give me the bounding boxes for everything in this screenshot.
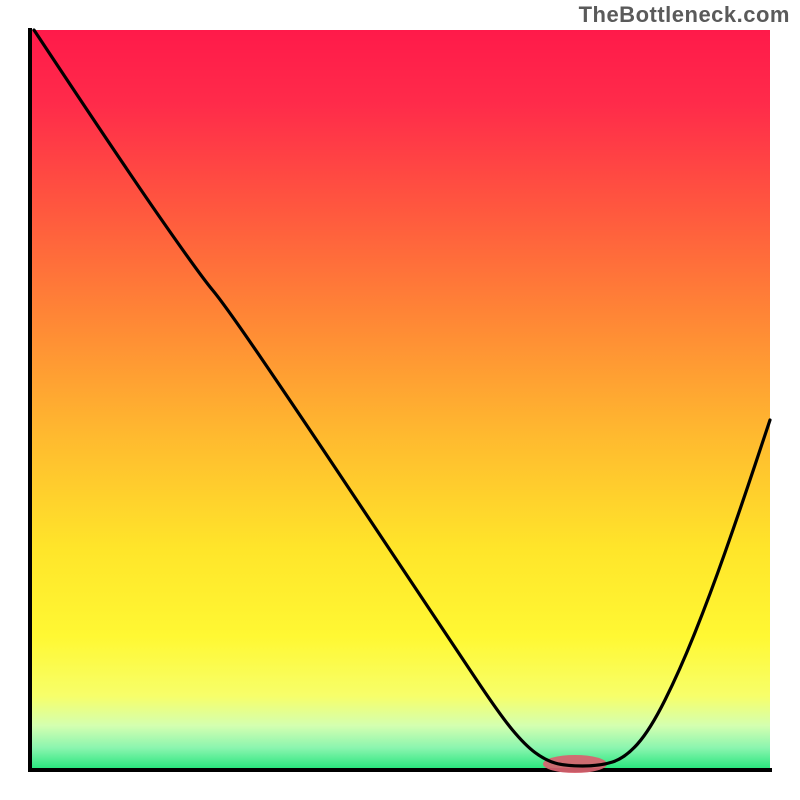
chart-container: TheBottleneck.com	[0, 0, 800, 800]
gradient-background	[30, 30, 770, 770]
watermark-label: TheBottleneck.com	[579, 2, 790, 28]
bottleneck-chart	[0, 0, 800, 800]
